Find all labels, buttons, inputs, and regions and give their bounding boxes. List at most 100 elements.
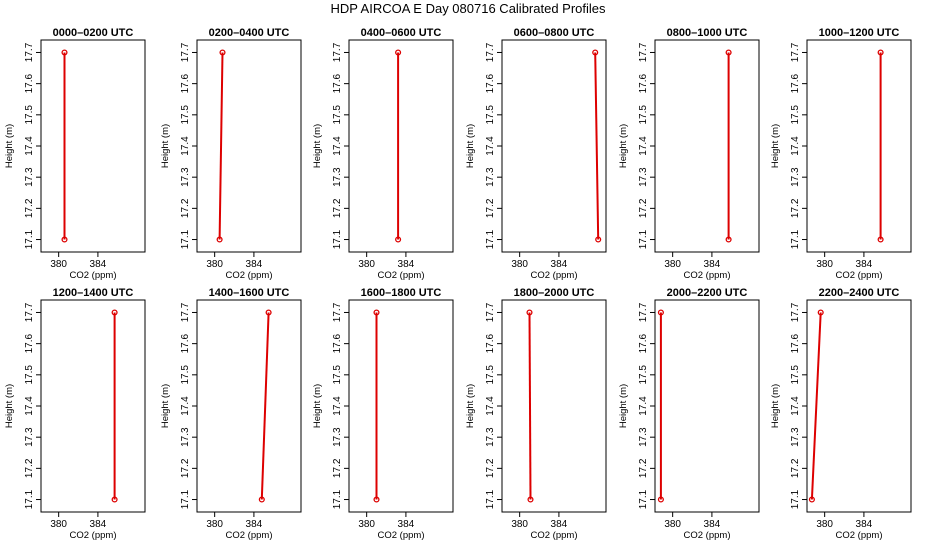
panel-3-ytick-label: 17.6	[332, 73, 343, 93]
panel-4-xlabel: CO2 (ppm)	[531, 270, 578, 281]
panel-12-frame	[806, 299, 912, 513]
panel-1-title: 0000–0200 UTC	[53, 27, 134, 39]
panel-4: 0600–0800 UTC 17.1 17.2 17.3 17.4 17.5 17.6 17.…	[465, 27, 607, 281]
panel-12-ytick-label: 17.4	[790, 396, 801, 416]
panel-11-ytick-label: 17.6	[638, 333, 649, 353]
panel-12-data-point	[817, 309, 824, 316]
panel-10-frame	[501, 299, 607, 513]
panel-8-xlabel: CO2 (ppm)	[226, 530, 273, 540]
panel-7-ytick-label: 17.2	[24, 458, 35, 478]
panel-4-data-point	[595, 236, 602, 243]
panel-2-ytick-label: 17.3	[180, 167, 191, 187]
panel-12-data-point	[808, 496, 815, 503]
panel-12: 2200–2400 UTC 17.1 17.2 17.3 17.4 17.5 17.6 17.…	[770, 287, 912, 540]
panel-1-ytick-label: 17.2	[24, 198, 35, 218]
panel-10-ytick-label: 17.3	[485, 427, 496, 447]
panel-1-data-point	[61, 49, 68, 56]
panel-11-xtick-label: 380	[664, 519, 681, 530]
panel-12-ytick-label: 17.2	[790, 458, 801, 478]
panel-10-data-point	[526, 309, 533, 316]
panel-7-title: 1200–1400 UTC	[53, 287, 134, 299]
panel-8-data-point	[265, 309, 272, 316]
panel-9-ytick-label: 17.4	[332, 396, 343, 416]
panel-8-ytick-label: 17.2	[180, 458, 191, 478]
panel-9-ytick-label: 17.1	[332, 489, 343, 509]
panel-9-ytick-label: 17.2	[332, 458, 343, 478]
panel-11-ytick-label: 17.4	[638, 396, 649, 416]
panel-1-ytick-label: 17.6	[24, 73, 35, 93]
panel-8-ytick-label: 17.5	[180, 365, 191, 385]
panel-4-ytick-label: 17.7	[485, 42, 496, 62]
panel-12-xtick-label: 380	[816, 519, 833, 530]
panel-7-ytick-label: 17.6	[24, 333, 35, 353]
panel-4-ytick-label: 17.4	[485, 136, 496, 156]
panel-7-ytick-label: 17.5	[24, 365, 35, 385]
panel-8-data-point	[258, 496, 265, 503]
panel-3-xtick-label: 384	[398, 259, 415, 270]
panel-7-ytick-label: 17.7	[24, 302, 35, 322]
panel-8: 1400–1600 UTC 17.1 17.2 17.3 17.4 17.5 17.6 17.…	[160, 287, 302, 540]
panel-7-data-point	[111, 496, 118, 503]
panel-12-ytick-label: 17.6	[790, 333, 801, 353]
panel-11-data-point	[657, 309, 664, 316]
panel-7-frame	[40, 299, 146, 513]
panel-12-ytick-label: 17.7	[790, 302, 801, 322]
panel-grid: 0000–0200 UTC 17.1 17.2 17.3 17.4 17.5 17.6 17.…	[4, 27, 912, 540]
panel-10-xlabel: CO2 (ppm)	[531, 530, 578, 540]
panel-12-profile-line	[810, 312, 822, 500]
panel-5-ytick-label: 17.1	[638, 229, 649, 249]
panel-3-data-point	[395, 49, 402, 56]
panel-2-ytick-label: 17.7	[180, 42, 191, 62]
panel-10-ytick-label: 17.4	[485, 396, 496, 416]
panel-9-frame	[348, 299, 454, 513]
panel-3-frame	[348, 39, 454, 253]
panel-11-ytick-label: 17.3	[638, 427, 649, 447]
panel-11-ytick-label: 17.2	[638, 458, 649, 478]
panel-5: 0800–1000 UTC 17.1 17.2 17.3 17.4 17.5 17.6 17.…	[618, 27, 760, 281]
panel-8-xtick-label: 384	[246, 519, 263, 530]
panel-10-ylabel: Height (m)	[465, 384, 476, 428]
panel-4-title: 0600–0800 UTC	[514, 27, 595, 39]
panel-1-ytick-label: 17.5	[24, 105, 35, 125]
panel-11-xlabel: CO2 (ppm)	[684, 530, 731, 540]
panel-11-frame	[654, 299, 760, 513]
panel-6-ytick-label: 17.3	[790, 167, 801, 187]
panel-2-ytick-label: 17.6	[180, 73, 191, 93]
figure-title: HDP AIRCOA E Day 080716 Calibrated Profi…	[330, 1, 606, 16]
panel-8-title: 1400–1600 UTC	[209, 287, 290, 299]
panel-1-ytick-label: 17.7	[24, 42, 35, 62]
panel-10-profile-line	[528, 312, 532, 500]
panel-10-xtick-label: 384	[551, 519, 568, 530]
panel-6-data-point	[877, 236, 884, 243]
panel-6-xtick-label: 380	[816, 259, 833, 270]
panel-8-ytick-label: 17.6	[180, 333, 191, 353]
panel-10-ytick-label: 17.5	[485, 365, 496, 385]
panel-2-profile-line	[218, 52, 224, 240]
panel-6-xlabel: CO2 (ppm)	[836, 270, 883, 281]
panel-11-ylabel: Height (m)	[618, 384, 629, 428]
panel-7-xlabel: CO2 (ppm)	[70, 530, 117, 540]
panel-6-data-point	[877, 49, 884, 56]
panel-6-xtick-label: 384	[856, 259, 873, 270]
panel-9: 1600–1800 UTC 17.1 17.2 17.3 17.4 17.5 17.6 17.…	[312, 287, 454, 540]
panel-1-frame	[40, 39, 146, 253]
panel-4-data-point	[592, 49, 599, 56]
panel-9-ytick-label: 17.3	[332, 427, 343, 447]
panel-11-xtick-label: 384	[704, 519, 721, 530]
panel-2-xtick-label: 380	[206, 259, 223, 270]
panel-10-data-point	[527, 496, 534, 503]
panel-3-ytick-label: 17.3	[332, 167, 343, 187]
panel-11: 2000–2200 UTC 17.1 17.2 17.3 17.4 17.5 17.6 17.…	[618, 287, 760, 540]
panel-4-ylabel: Height (m)	[465, 124, 476, 168]
panel-3-ytick-label: 17.1	[332, 229, 343, 249]
panel-4-profile-line	[594, 52, 600, 240]
panel-4-xtick-label: 384	[551, 259, 568, 270]
panel-7-ytick-label: 17.3	[24, 427, 35, 447]
panel-9-ytick-label: 17.7	[332, 302, 343, 322]
panel-9-ylabel: Height (m)	[312, 384, 323, 428]
panel-5-ytick-label: 17.5	[638, 105, 649, 125]
panel-10-ytick-label: 17.1	[485, 489, 496, 509]
panel-4-frame	[501, 39, 607, 253]
panel-7-ytick-label: 17.4	[24, 396, 35, 416]
panel-9-data-point	[373, 496, 380, 503]
